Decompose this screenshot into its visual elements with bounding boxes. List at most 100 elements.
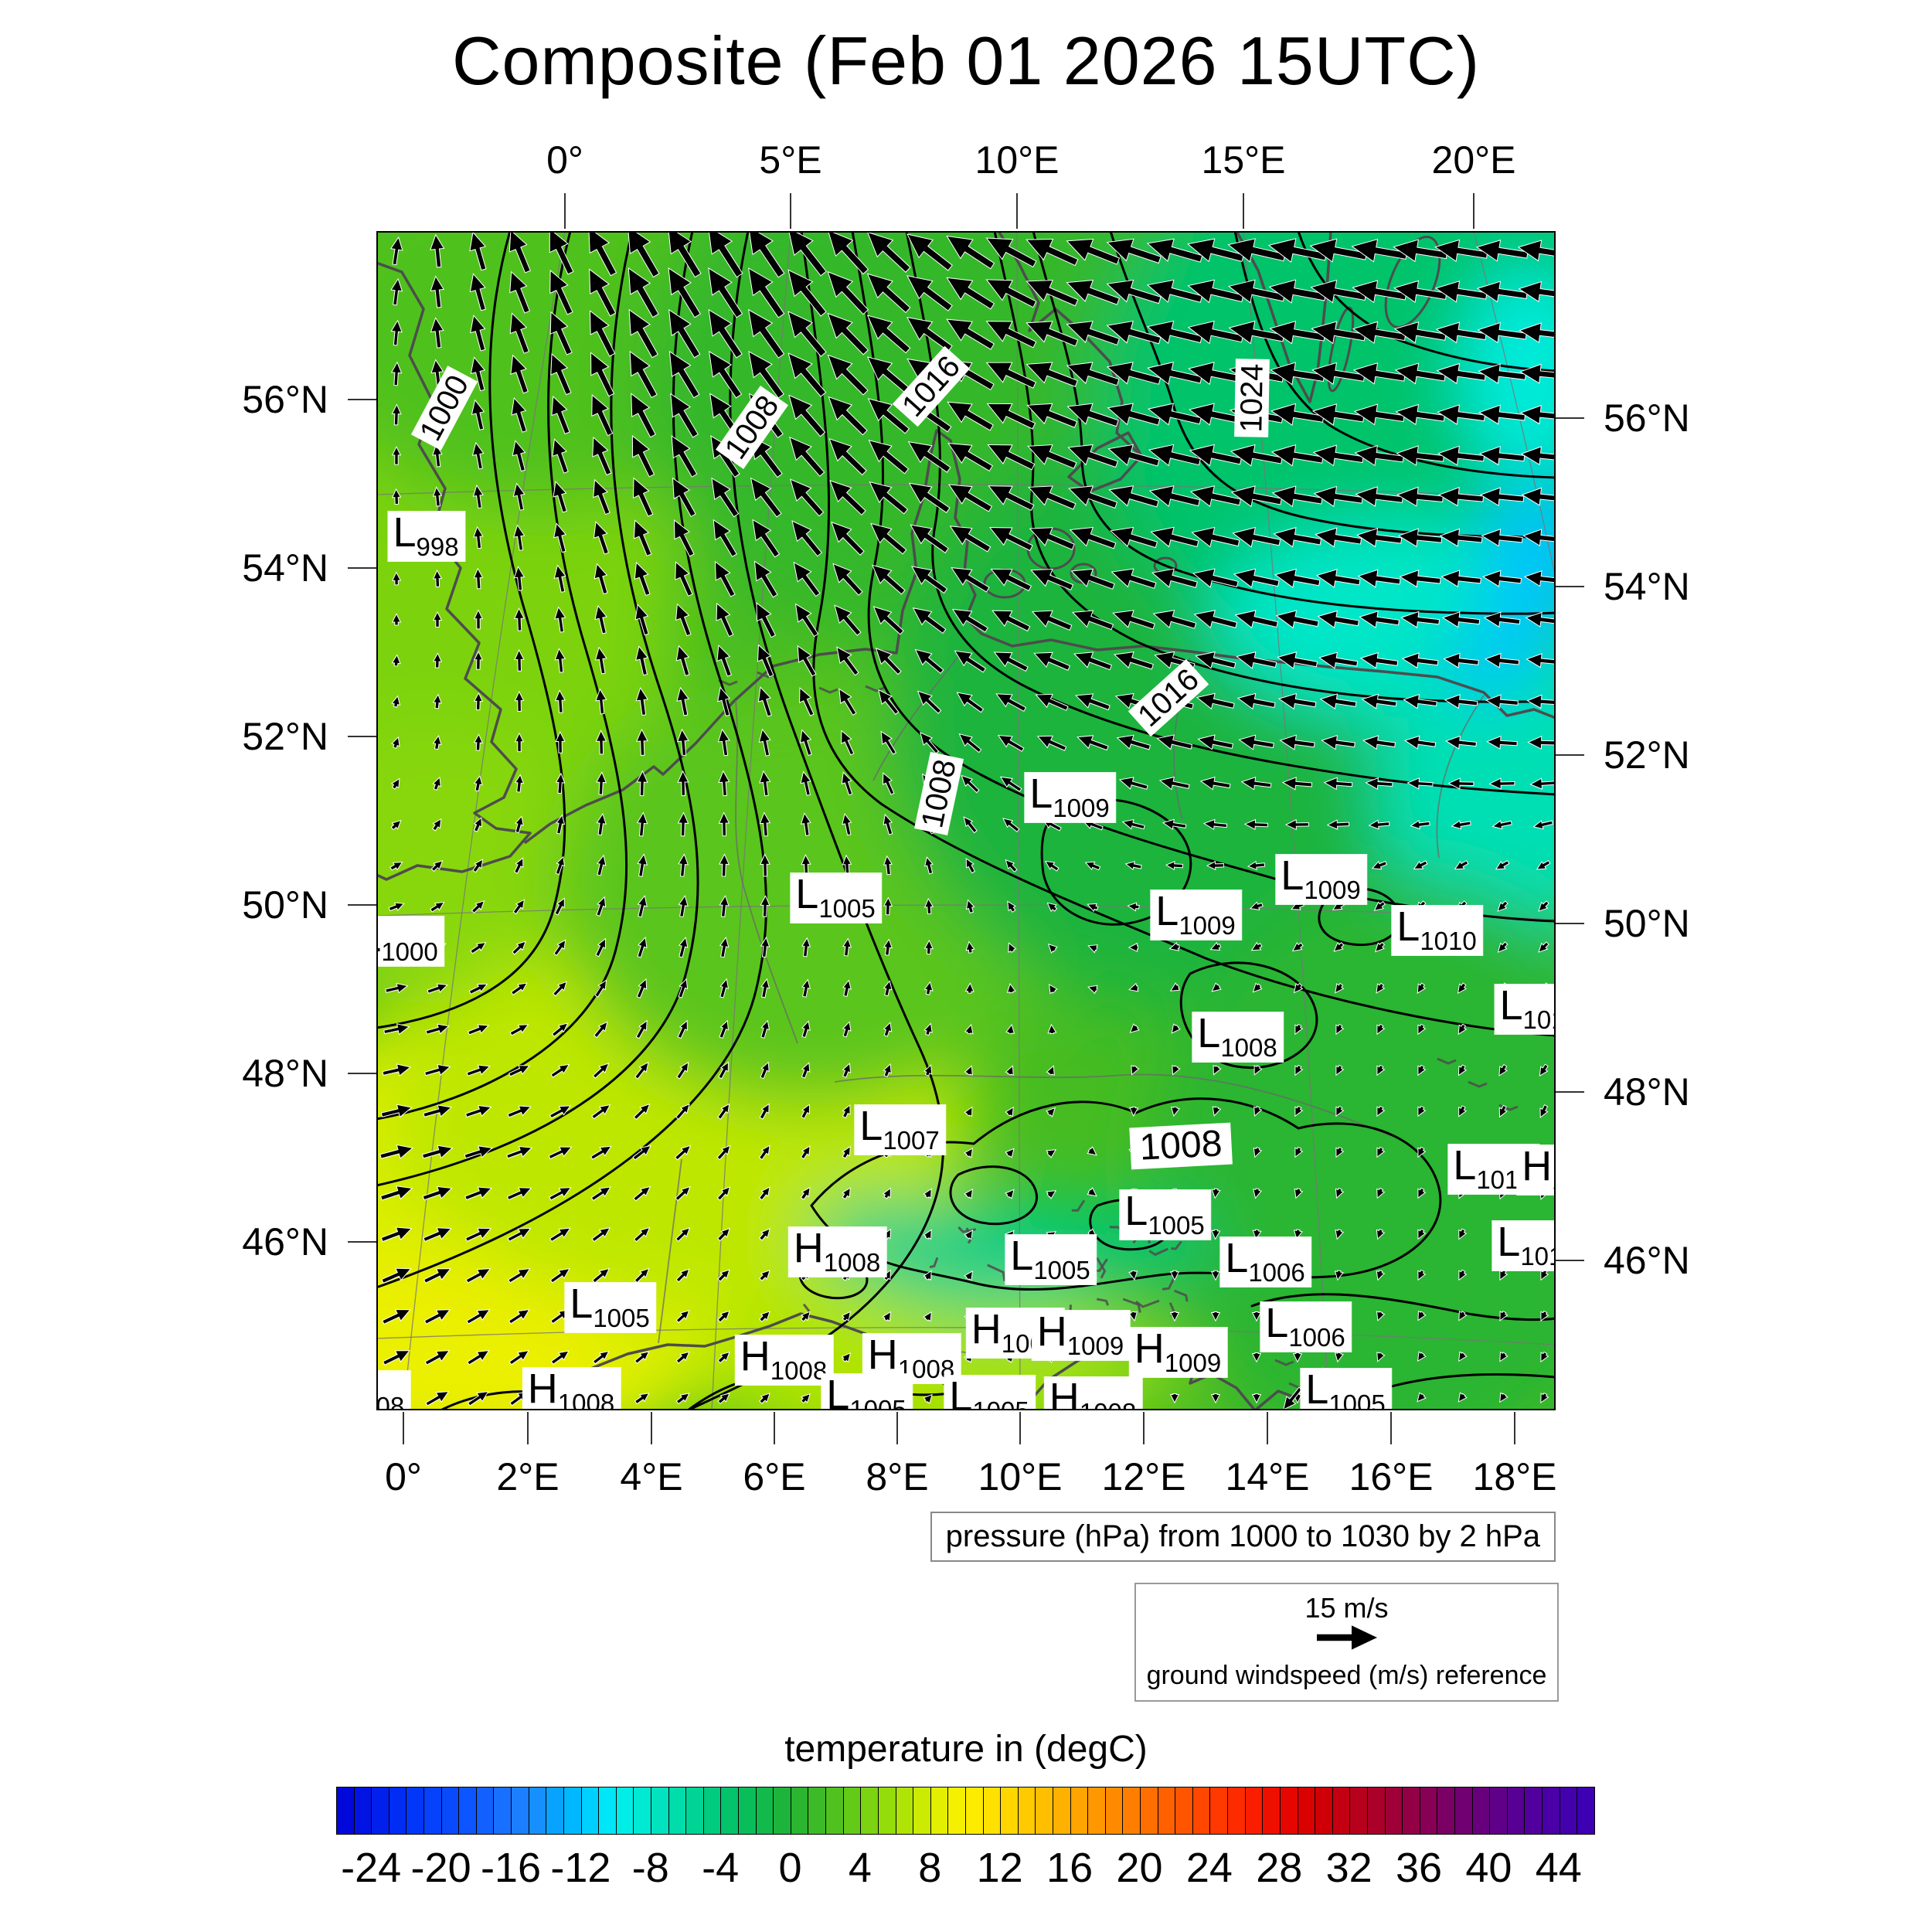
colorbar-cell — [790, 1787, 808, 1834]
colorbar-cell — [1122, 1787, 1141, 1834]
pressure-center-l1011: L1011 — [1495, 985, 1556, 1034]
colorbar-tick-label: 4 — [848, 1845, 872, 1891]
page-title: Composite (Feb 01 2026 15UTC) — [451, 22, 1481, 99]
colorbar-cell — [1542, 1787, 1560, 1834]
colorbar-tick-label: 12 — [976, 1845, 1023, 1891]
pressure-center-h1008: H1008 — [522, 1368, 621, 1410]
colorbar-cell — [388, 1787, 406, 1834]
pressure-center-h10: H10 — [1517, 1145, 1556, 1195]
pressure-center-l1005: L1005 — [821, 1374, 913, 1410]
pressure-center-l1006: L1006 — [1260, 1302, 1352, 1352]
bottom-tick — [1143, 1412, 1145, 1444]
right-tick — [1556, 923, 1584, 924]
colorbar-tick-label: -20 — [410, 1845, 471, 1891]
colorbar-cell — [1332, 1787, 1350, 1834]
colorbar-cell — [1524, 1787, 1543, 1834]
wind-reference-speed: 15 m/s — [1304, 1592, 1389, 1624]
colorbar-tick-label: 28 — [1256, 1845, 1303, 1891]
colorbar-cell — [913, 1787, 930, 1834]
colorbar-cell — [371, 1787, 389, 1834]
top-tick-label: 15°E — [1201, 138, 1286, 182]
colorbar-cell — [1419, 1787, 1437, 1834]
left-tick — [348, 736, 376, 737]
top-tick-label: 10°E — [975, 138, 1060, 182]
colorbar-cell — [895, 1787, 913, 1834]
colorbar-cell — [1262, 1787, 1280, 1834]
colorbar-cell — [546, 1787, 563, 1834]
right-tick-label: 46°N — [1604, 1239, 1690, 1282]
colorbar-tick-label: 36 — [1395, 1845, 1443, 1891]
pressure-center-l1005: L1005 — [944, 1376, 1036, 1410]
pressure-center-l1008: L1008 — [1192, 1012, 1284, 1062]
wind-reference-caption: ground windspeed (m/s) reference — [1146, 1661, 1547, 1690]
colorbar-tick-label: 40 — [1465, 1845, 1512, 1891]
colorbar-cell — [1297, 1787, 1315, 1834]
colorbar-cell — [738, 1787, 756, 1834]
bottom-tick — [896, 1412, 898, 1444]
right-tick — [1556, 1260, 1584, 1261]
colorbar-cell — [1052, 1787, 1070, 1834]
pressure-center-l1005: L1005 — [1005, 1235, 1097, 1284]
colorbar-cell — [1366, 1787, 1385, 1834]
right-tick-label: 50°N — [1604, 902, 1690, 945]
colorbar-cell — [1471, 1787, 1490, 1834]
bottom-tick-label: 2°E — [496, 1455, 560, 1498]
colorbar-tick-label: 16 — [1046, 1845, 1094, 1891]
left-tick-label: 54°N — [242, 546, 328, 590]
pressure-center-h1008: H1008 — [1044, 1377, 1143, 1410]
colorbar-cell — [1070, 1787, 1088, 1834]
colorbar-cell — [930, 1787, 948, 1834]
colorbar-cell — [1384, 1787, 1403, 1834]
colorbar-cell — [1104, 1787, 1123, 1834]
pressure-center-l998: L998 — [388, 512, 465, 561]
bottom-tick — [527, 1412, 529, 1444]
colorbar-cell — [702, 1787, 721, 1834]
colorbar-tick-label: 44 — [1535, 1845, 1582, 1891]
pressure-center-l1005: L1005 — [1301, 1369, 1392, 1410]
pressure-center-l1005: L1005 — [791, 873, 882, 923]
colorbar-cell — [877, 1787, 896, 1834]
bottom-tick-label: 10°E — [978, 1455, 1063, 1498]
pressure-center-l1009: L1009 — [1025, 773, 1116, 822]
colorbar-cell — [1175, 1787, 1192, 1834]
pressure-center-l1006: L1006 — [1220, 1237, 1311, 1287]
colorbar-tick-label: -8 — [631, 1845, 669, 1891]
colorbar-cell — [982, 1787, 1001, 1834]
colorbar-tick-label: -16 — [480, 1845, 541, 1891]
pressure-center-l1007: L1007 — [855, 1105, 946, 1155]
colorbar-cell — [1489, 1787, 1507, 1834]
bottom-tick-label: 0° — [385, 1455, 422, 1498]
colorbar-cell — [825, 1787, 843, 1834]
bottom-tick-label: 4°E — [620, 1455, 683, 1498]
top-tick — [1473, 193, 1475, 229]
colorbar-title: temperature in (degC) — [784, 1729, 1148, 1770]
colorbar-cell — [1454, 1787, 1472, 1834]
colorbar-cell — [1017, 1787, 1036, 1834]
colorbar-cell — [685, 1787, 703, 1834]
pressure-center-h1009: H1009 — [1129, 1328, 1228, 1377]
colorbar-cell — [615, 1787, 634, 1834]
bottom-tick — [774, 1412, 775, 1444]
colorbar-cell — [1437, 1787, 1454, 1834]
colorbar-cell — [511, 1787, 529, 1834]
colorbar-tick-label: 0 — [778, 1845, 802, 1891]
colorbar-cell — [755, 1787, 774, 1834]
top-tick-label: 5°E — [759, 138, 822, 182]
right-tick — [1556, 586, 1584, 587]
bottom-tick — [1390, 1412, 1392, 1444]
top-tick — [1016, 193, 1018, 229]
left-tick-label: 56°N — [242, 378, 328, 421]
left-tick-label: 52°N — [242, 715, 328, 758]
bottom-tick — [651, 1412, 652, 1444]
colorbar-cell — [1209, 1787, 1228, 1834]
pressure-center-l1010: L1010 — [1392, 906, 1483, 955]
colorbar-cell — [598, 1787, 616, 1834]
colorbar-cell — [808, 1787, 826, 1834]
colorbar-tick-label: -12 — [550, 1845, 611, 1891]
colorbar-cell — [1035, 1787, 1053, 1834]
top-tick — [1243, 193, 1244, 229]
left-tick-label: 46°N — [242, 1220, 328, 1264]
colorbar-cell — [580, 1787, 599, 1834]
colorbar-cell — [964, 1787, 983, 1834]
